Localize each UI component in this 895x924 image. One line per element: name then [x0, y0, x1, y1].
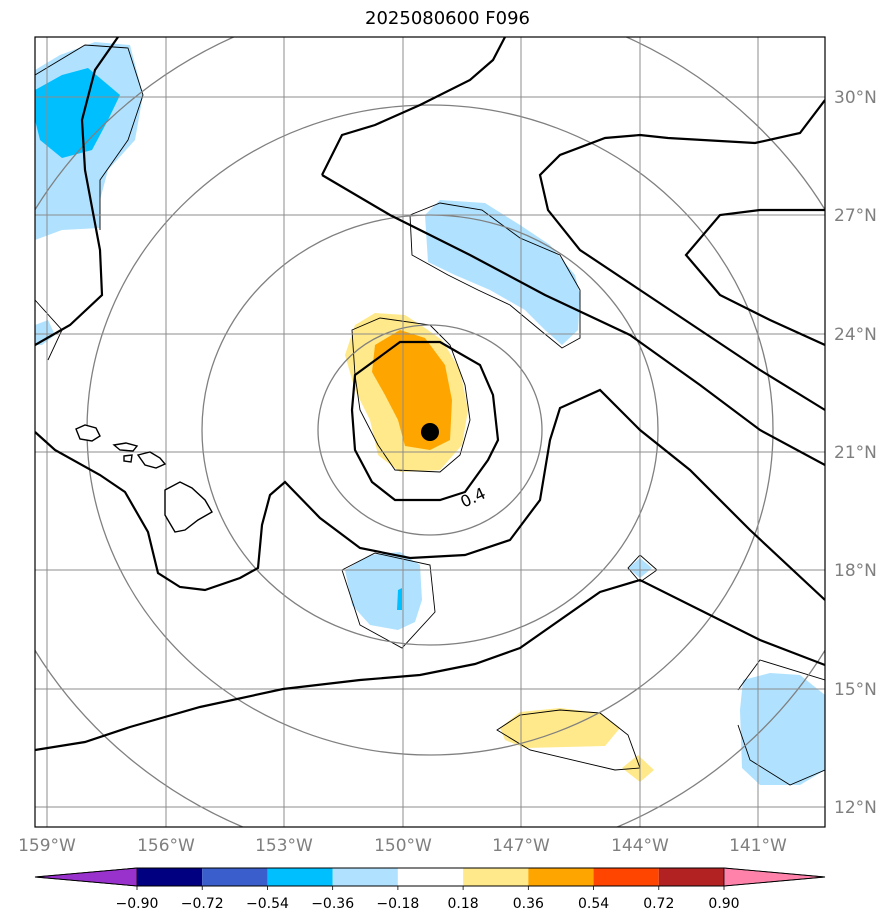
colorbar-swatch	[528, 868, 594, 886]
colorbar-tick-label: −0.90	[116, 896, 159, 912]
shading-se-blob	[740, 673, 825, 785]
gridlines	[35, 37, 825, 827]
colorbar-tick-label: −0.36	[311, 896, 354, 912]
thick-contour-center-low	[350, 340, 500, 502]
latitude-labels: 30°N 27°N 24°N 21°N 18°N 15°N 12°N	[834, 88, 877, 818]
lat-tick-label: 15°N	[834, 680, 877, 700]
thin-contour-nw	[35, 44, 144, 230]
thick-contours	[35, 37, 825, 752]
island-molokai	[123, 454, 133, 463]
colorbar-swatch	[397, 868, 464, 886]
map-panel: 0.4	[35, 37, 825, 827]
lat-tick-label: 30°N	[834, 88, 877, 108]
map-border	[34, 36, 826, 828]
lon-tick-label: 153°W	[255, 836, 313, 856]
colorbar-extend-high	[723, 867, 826, 887]
shading-south-blob-core	[397, 588, 402, 610]
colorbar-swatch	[202, 868, 268, 886]
thick-contour-e	[684, 208, 825, 347]
lat-tick-label: 12°N	[834, 798, 877, 818]
island-big-island	[164, 481, 213, 533]
colorbar-tick-label: 0.90	[708, 896, 739, 912]
colorbar-swatch	[658, 868, 724, 886]
colorbar-tick-label: 0.72	[643, 896, 674, 912]
lon-tick-label: 156°W	[137, 836, 195, 856]
colorbar-swatch	[137, 868, 203, 886]
shading-nw-blue	[35, 68, 120, 158]
colorbar-swatch	[593, 868, 659, 886]
thick-contour-nw	[35, 37, 119, 346]
colorbar-swatch	[267, 868, 333, 886]
thin-contour-se	[737, 659, 825, 786]
lon-tick-label: 150°W	[374, 836, 432, 856]
range-ring-1	[317, 324, 543, 536]
thin-contour-se-yellow	[496, 709, 641, 771]
lon-tick-label: 159°W	[18, 836, 76, 856]
colorbar-extend-low	[34, 867, 138, 887]
lat-tick-label: 27°N	[834, 206, 877, 226]
map-title: 2025080600 F096	[365, 8, 530, 29]
colorbar: −0.90 −0.72 −0.54 −0.36 −0.18 0.18 0.36 0.54 0.7…	[34, 867, 826, 912]
colorbar-swatch	[332, 868, 398, 886]
colorbar-swatch	[463, 868, 529, 886]
thin-contour-south	[341, 552, 436, 649]
colorbar-tick-label: −0.54	[246, 896, 289, 912]
island-maui	[136, 451, 167, 469]
colorbar-tick-label: 0.18	[448, 896, 479, 912]
lat-tick-label: 18°N	[834, 561, 877, 581]
thick-contour-mid	[35, 388, 825, 601]
colorbar-tick-label: 0.36	[513, 896, 544, 912]
lon-tick-label: 141°W	[729, 836, 787, 856]
island-oahu	[112, 442, 139, 452]
island-kauai	[75, 424, 101, 442]
shading-w-small	[35, 320, 55, 345]
colorbar-tick-label: 0.54	[578, 896, 609, 912]
lat-tick-label: 24°N	[834, 325, 877, 345]
longitude-labels: 159°W 156°W 153°W 150°W 147°W 144°W 141°W	[18, 836, 787, 856]
thick-contour-south	[35, 578, 825, 752]
shading-center-orange	[372, 330, 452, 450]
lon-tick-label: 147°W	[492, 836, 550, 856]
thick-contour-north	[321, 37, 506, 176]
hawaiian-islands-coastline	[75, 424, 213, 533]
colorbar-tick-label: −0.72	[181, 896, 224, 912]
lon-tick-label: 144°W	[611, 836, 669, 856]
colorbar-tick-label: −0.18	[376, 896, 419, 912]
storm-center-marker	[421, 423, 439, 441]
lat-tick-label: 21°N	[834, 443, 877, 463]
thick-contour-ne	[538, 99, 825, 411]
thick-contour-north-inner	[321, 174, 825, 466]
